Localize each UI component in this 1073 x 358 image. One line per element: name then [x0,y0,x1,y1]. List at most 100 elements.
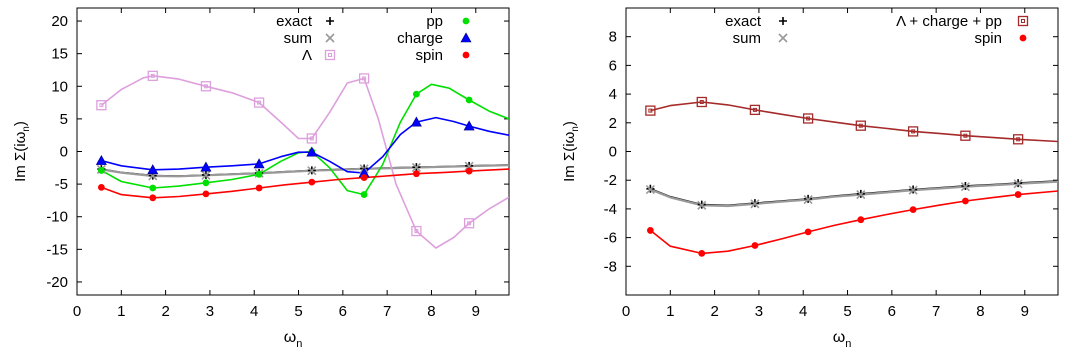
legend-label: sum [284,30,312,47]
x-axis-label: ωn [284,329,303,350]
data-point [255,184,263,192]
plot-frame [625,7,1059,296]
data-point [464,161,474,171]
data-point-inner [648,108,653,113]
data-point [306,146,318,157]
legend-marker [779,17,787,25]
legend-marker [326,17,334,25]
y-tick-label: -2 [604,172,617,189]
data-point [696,96,707,108]
y-tick-label: 6 [609,57,617,74]
data-point [463,218,475,229]
data-point [149,194,157,202]
data-point [698,249,706,257]
x-tick-label: 2 [161,303,169,320]
data-point [1014,191,1022,198]
x-axis-label-main: ω [833,329,846,346]
data-point-outer [696,96,707,108]
data-point-outer [96,100,107,111]
data-point [306,133,317,144]
y-tick-label: -4 [604,201,617,218]
series-line-4 [101,116,509,174]
x-tick-label: 9 [472,303,480,320]
y-axis-label-main: Im Σ(iω [12,131,29,181]
legend-label: charge [397,30,443,47]
data-point [463,120,475,131]
series-line-3 [101,83,509,196]
data-point [802,113,814,124]
legend-label: exact [725,13,762,30]
y-tick-label: 20 [51,13,68,30]
data-point-outer [306,133,317,144]
series-line-3 [649,190,1058,255]
legend-marker [462,17,470,25]
series-line-1 [101,164,509,178]
legend-label: Λ + charge + pp [896,13,1002,30]
data-point-outer [411,225,422,237]
legend-marker-outer [1017,15,1029,27]
legend-label: pp [426,13,443,30]
data-point-outer [200,81,212,92]
data-point [97,183,105,191]
data-point [149,184,157,192]
data-point [751,242,759,249]
data-point-inner [257,100,262,105]
data-point-inner [699,99,704,104]
y-tick-label: 0 [60,144,68,161]
data-point [96,100,107,111]
series-line-5 [101,168,509,199]
legend-marker [460,32,472,43]
y-axis-label-sub: n [570,126,581,132]
data-point [907,126,919,137]
legend-label: spin [974,30,1002,47]
data-point-outer [645,105,656,116]
y-tick-label: -15 [46,241,68,258]
data-point [360,174,368,181]
x-axis-label-sub: n [296,338,302,350]
data-point-inner [203,84,208,89]
data-point-outer [253,97,265,108]
data-point [200,81,212,92]
legend-marker [324,49,336,61]
data-point [202,179,210,187]
data-point-inner [414,229,419,234]
x-tick-label: 3 [755,303,763,320]
legend-label: Λ [302,47,312,64]
data-point [411,162,421,173]
data-point [961,197,969,205]
legend-label: spin [415,47,443,64]
data-point-inner [963,133,968,138]
data-point [645,184,655,195]
x-tick-label: 3 [206,303,214,320]
x-tick-label: 0 [73,303,81,320]
x-tick-label: 9 [1021,303,1029,320]
legend-marker-inner [328,53,332,57]
plot-area [645,96,1058,257]
data-point [960,182,970,192]
legend-label: exact [276,13,313,30]
data-point [646,227,654,234]
data-point-outer [358,73,370,84]
x-tick-label: 4 [250,303,258,320]
y-tick-label: -6 [604,230,617,247]
data-point [308,178,316,186]
plot-area [95,70,509,249]
data-point [253,158,265,169]
data-point-outer [147,70,158,81]
data-point [750,199,760,209]
data-point-inner [309,136,314,141]
data-point-outer [749,104,761,116]
data-point-inner [806,116,811,121]
y-axis-label-sub: n [21,126,32,132]
data-point [803,195,813,205]
data-point [645,105,656,116]
data-point [412,170,420,178]
data-point [307,166,317,176]
y-axis-label: Im Σ(iωn) [12,121,32,182]
data-point-inner [911,129,916,134]
data-point [857,216,865,224]
x-axis-label-sub: n [845,338,851,350]
